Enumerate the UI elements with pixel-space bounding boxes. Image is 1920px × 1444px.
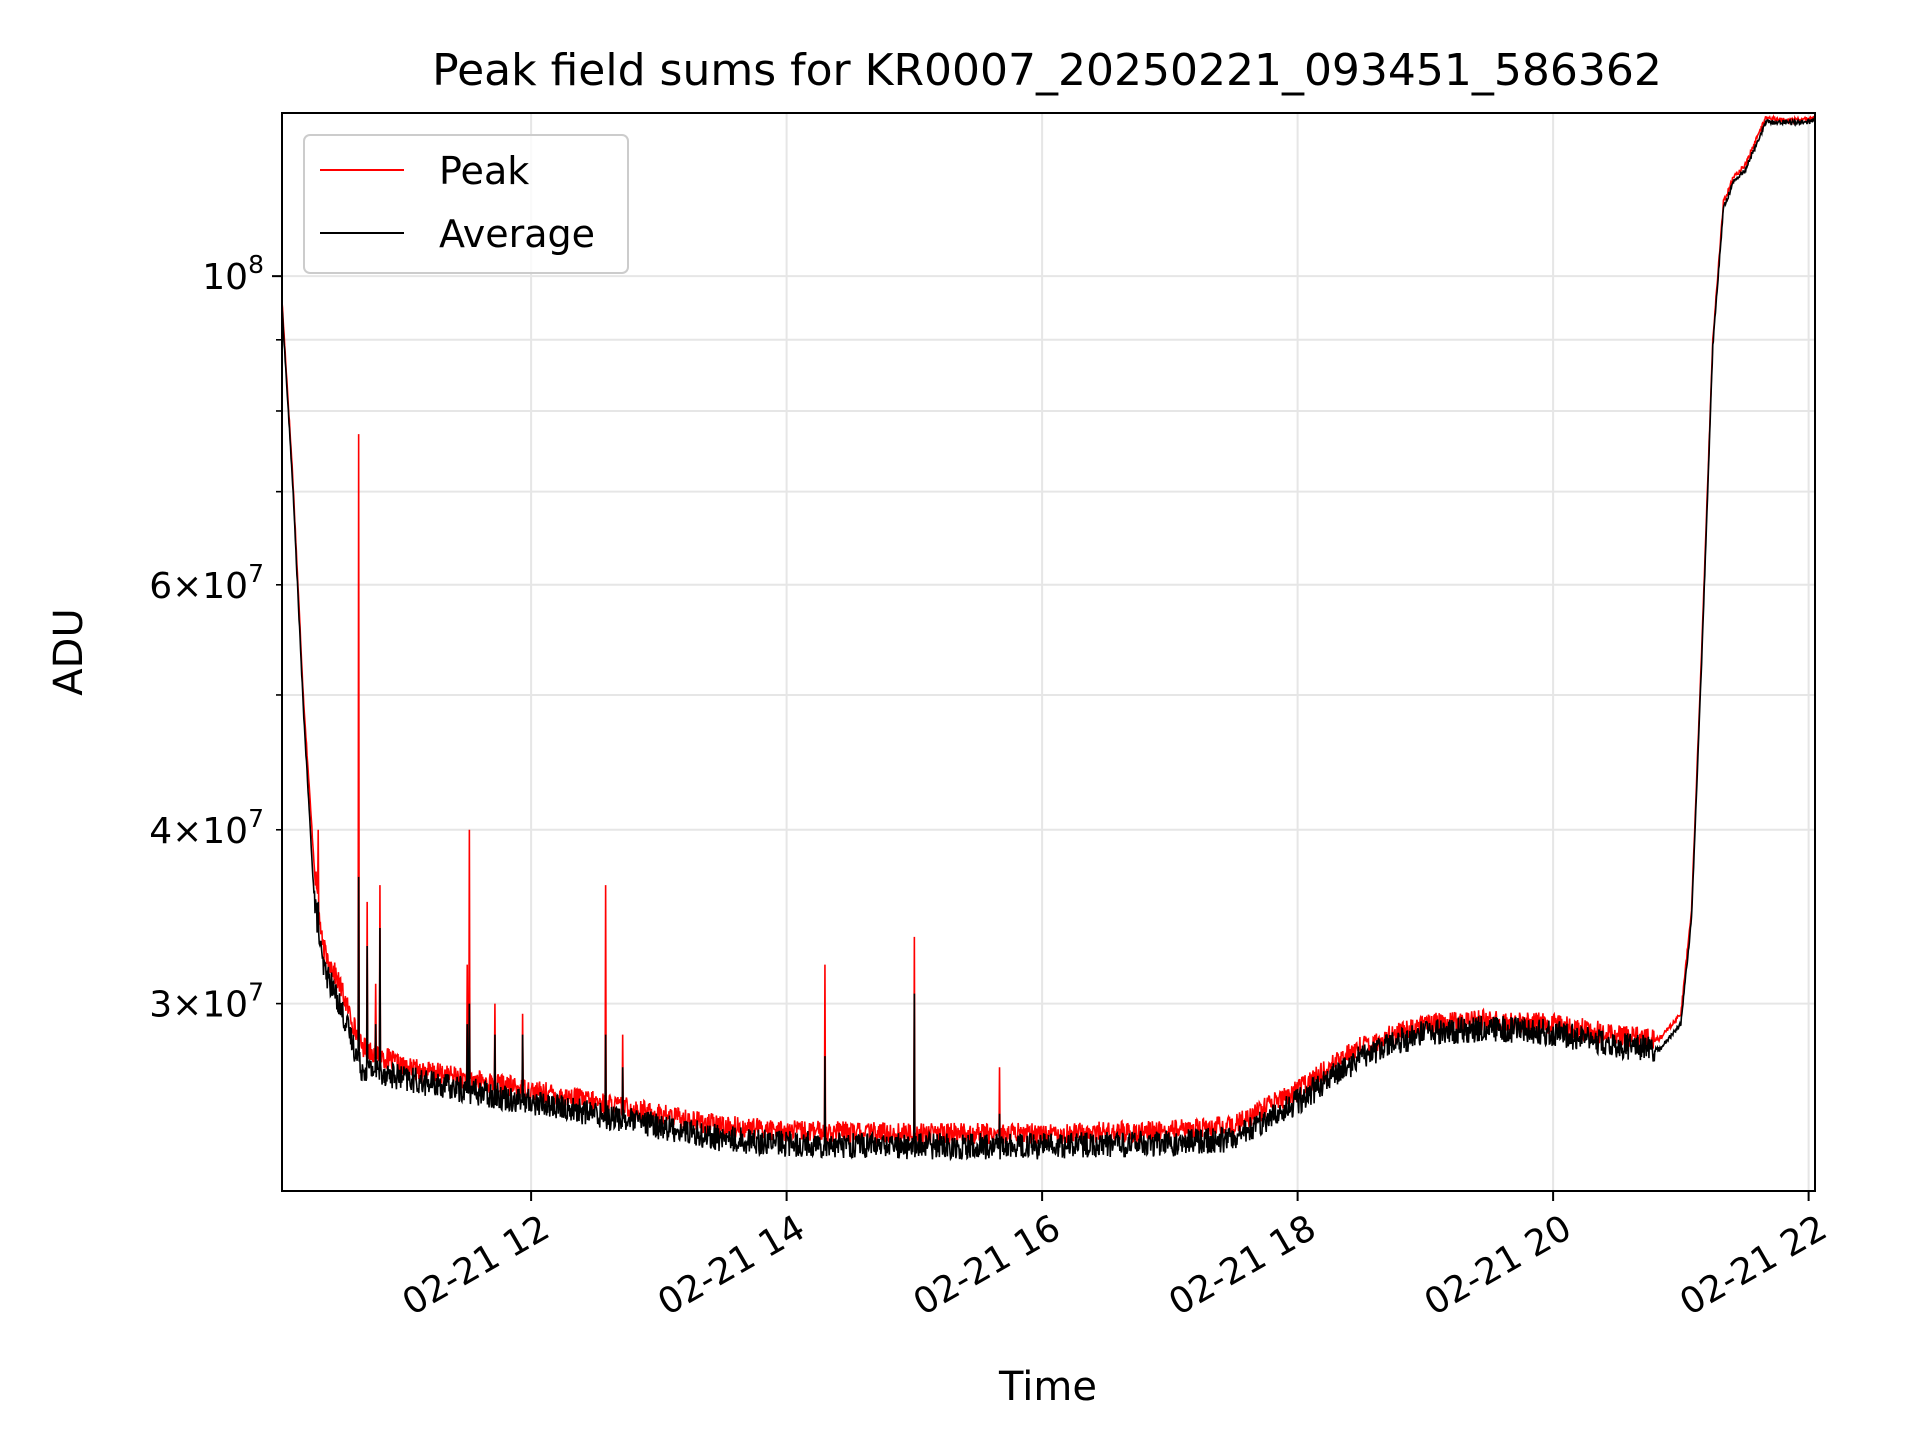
- y-tick-base: 10: [202, 811, 248, 852]
- y-tick-times: ×: [172, 985, 202, 1026]
- y-axis-label: ADU: [46, 608, 92, 695]
- plot-frame: [281, 112, 1816, 1192]
- y-tick-base: 10: [202, 257, 248, 298]
- y-tick-label: 4×107: [149, 804, 264, 852]
- y-tick-exponent: 7: [248, 559, 264, 588]
- y-tick-label: 6×107: [149, 559, 264, 607]
- y-tick-exponent: 7: [248, 804, 264, 833]
- series-line-average: [282, 115, 1815, 1162]
- gridlines: [282, 113, 1815, 1191]
- y-tick-times: ×: [172, 811, 202, 852]
- x-axis-label: Time: [998, 1364, 1097, 1410]
- y-tick-label: 3×107: [149, 978, 264, 1026]
- legend-label-average: Average: [439, 212, 595, 256]
- y-tick-label: 108: [202, 250, 264, 298]
- legend: Peak Average: [303, 134, 629, 274]
- y-tick-exponent: 8: [248, 250, 264, 279]
- chart-title: Peak field sums for KR0007_20250221_0934…: [432, 45, 1662, 96]
- y-tick-mantissa: 6: [149, 566, 172, 607]
- y-tick-mantissa: 4: [149, 811, 172, 852]
- y-tick-exponent: 7: [248, 978, 264, 1007]
- series-line-peak: [282, 114, 1815, 1147]
- y-tick-times: ×: [172, 566, 202, 607]
- legend-label-peak: Peak: [439, 149, 529, 193]
- y-tick-base: 10: [202, 985, 248, 1026]
- series-layer: [282, 114, 1815, 1162]
- y-tick-mantissa: 3: [149, 985, 172, 1026]
- y-tick-base: 10: [202, 566, 248, 607]
